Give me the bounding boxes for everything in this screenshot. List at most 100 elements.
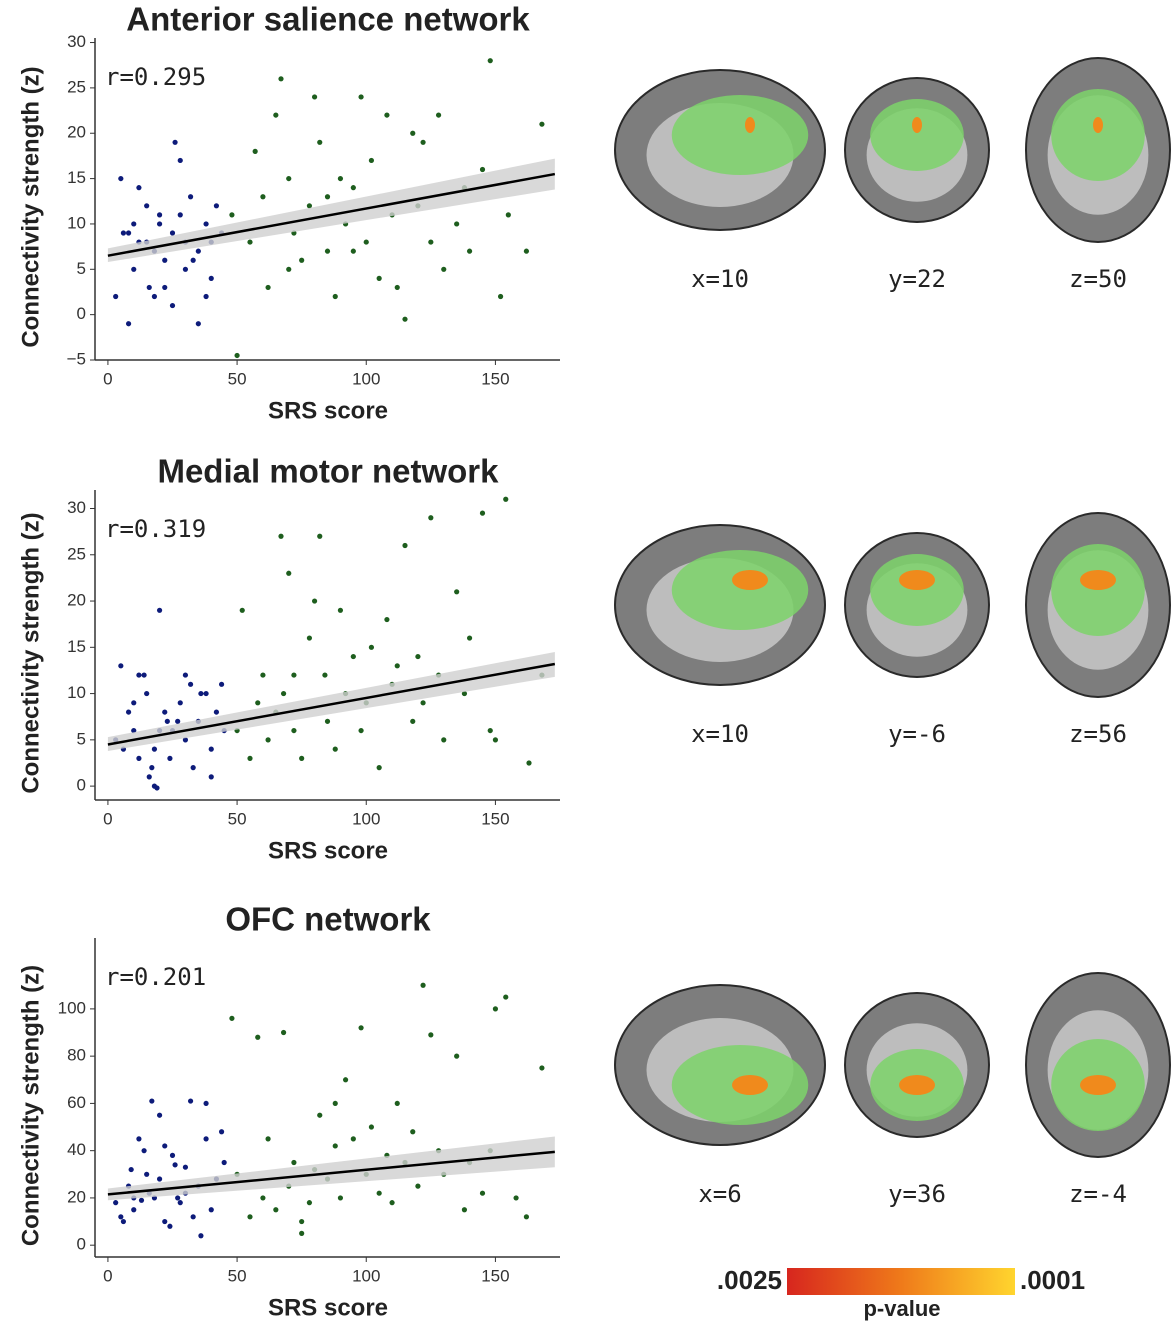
point xyxy=(172,1162,178,1168)
point xyxy=(278,76,284,82)
point xyxy=(317,1112,323,1118)
point xyxy=(208,746,214,752)
point xyxy=(428,1032,434,1038)
point xyxy=(218,681,225,687)
point xyxy=(149,765,155,771)
point xyxy=(182,672,189,678)
point xyxy=(497,293,504,300)
activation xyxy=(745,117,755,133)
point xyxy=(203,1136,209,1142)
y-tick-label: 30 xyxy=(67,32,86,51)
point xyxy=(131,1207,137,1213)
network-overlay xyxy=(671,95,809,175)
point xyxy=(156,1176,163,1182)
point xyxy=(278,533,284,539)
y-tick-label: 25 xyxy=(67,77,86,96)
point xyxy=(177,212,183,218)
y-tick-label: 15 xyxy=(67,637,86,656)
point xyxy=(187,194,194,200)
point xyxy=(523,248,530,254)
point xyxy=(167,755,173,761)
point xyxy=(435,112,442,118)
slice-label: x=10 xyxy=(691,720,749,748)
point xyxy=(190,765,196,771)
y-tick-label: 20 xyxy=(67,123,86,142)
activation xyxy=(732,570,768,590)
point xyxy=(420,139,426,145)
point xyxy=(221,1159,227,1166)
activation xyxy=(1080,570,1116,590)
point xyxy=(138,1197,145,1203)
point xyxy=(415,653,421,660)
point xyxy=(368,644,375,650)
point xyxy=(394,663,400,669)
slice-label: z=-4 xyxy=(1069,1180,1127,1208)
point xyxy=(182,1164,189,1170)
y-tick-label: 0 xyxy=(77,1235,86,1254)
point xyxy=(368,1124,375,1130)
point xyxy=(247,239,253,245)
y-tick-label: 40 xyxy=(67,1140,86,1159)
confidence-band xyxy=(107,651,555,751)
point xyxy=(291,1159,297,1166)
point xyxy=(291,727,297,734)
point xyxy=(169,302,176,309)
point xyxy=(539,121,545,127)
point xyxy=(113,293,119,300)
point xyxy=(162,1143,168,1149)
point xyxy=(198,690,204,697)
point xyxy=(144,690,150,697)
slice-label: x=6 xyxy=(698,1180,741,1208)
point xyxy=(466,248,473,254)
y-tick-label: 10 xyxy=(67,683,86,702)
y-tick-label: 80 xyxy=(67,1046,86,1065)
point xyxy=(394,1100,400,1107)
point xyxy=(208,1207,214,1213)
point xyxy=(146,774,152,780)
y-tick-label: 0 xyxy=(77,776,86,795)
y-axis-label: Connectivity strength (z) xyxy=(17,512,44,793)
point xyxy=(229,1015,235,1021)
point xyxy=(311,94,318,100)
point xyxy=(503,994,509,1000)
point xyxy=(410,1129,416,1135)
point xyxy=(479,510,486,516)
activation xyxy=(912,117,922,133)
point xyxy=(190,257,196,263)
point xyxy=(420,700,426,706)
point xyxy=(128,1166,134,1173)
slice-label: x=10 xyxy=(691,265,749,293)
point xyxy=(169,230,176,236)
point xyxy=(479,1190,486,1196)
y-tick-label: 100 xyxy=(58,998,86,1017)
point xyxy=(332,1100,338,1107)
point xyxy=(265,737,271,743)
point xyxy=(503,496,509,502)
point xyxy=(410,718,416,724)
point xyxy=(131,700,137,706)
point xyxy=(118,175,124,182)
colorbar-low: .0025 xyxy=(717,1265,782,1295)
activation xyxy=(899,1075,935,1095)
point xyxy=(190,1214,196,1220)
point xyxy=(350,248,356,254)
activation xyxy=(899,570,935,590)
point xyxy=(146,284,152,291)
activation xyxy=(732,1075,768,1095)
point xyxy=(526,760,532,766)
annotation: r=0.295 xyxy=(105,63,206,91)
point xyxy=(299,1218,305,1225)
point xyxy=(118,663,124,669)
x-axis-label: SRS score xyxy=(268,837,388,864)
point xyxy=(428,515,434,521)
y-axis-label: Connectivity strength (z) xyxy=(17,965,44,1246)
point xyxy=(332,1143,338,1149)
y-tick-label: 5 xyxy=(77,729,86,748)
point xyxy=(151,293,158,300)
fit-line xyxy=(107,172,556,257)
point xyxy=(479,166,486,173)
point xyxy=(162,1218,168,1225)
slice-label: y=-6 xyxy=(888,720,946,748)
point xyxy=(182,737,189,743)
point xyxy=(317,533,323,539)
